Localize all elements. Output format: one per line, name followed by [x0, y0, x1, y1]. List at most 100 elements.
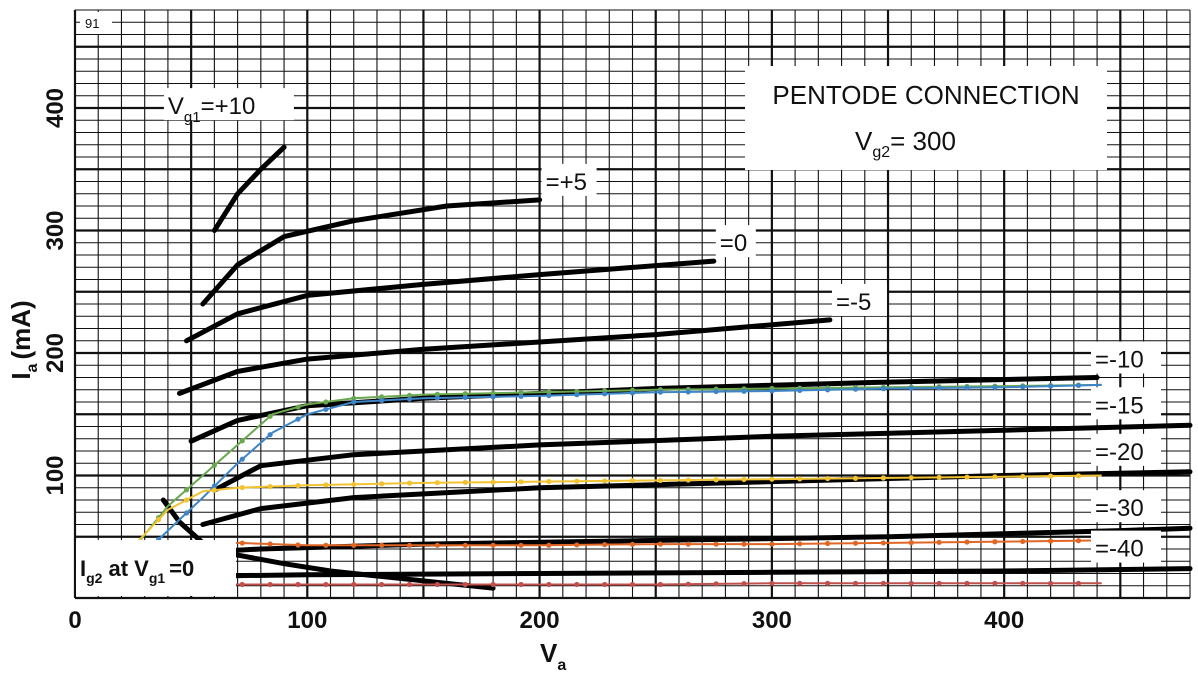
title-box — [745, 66, 1107, 170]
overlay-point — [1020, 538, 1026, 545]
overlay-point — [657, 477, 663, 483]
overlay-point — [629, 478, 636, 484]
overlay-point — [657, 389, 663, 395]
x-tick-label: 300 — [752, 607, 792, 634]
overlay-point — [546, 392, 552, 399]
overlay-point — [490, 390, 496, 396]
overlay-point — [629, 541, 636, 547]
overlay-point — [490, 542, 496, 548]
overlay-point — [797, 580, 803, 586]
overlay-point — [825, 580, 831, 586]
overlay-point — [267, 581, 273, 588]
overlay-point — [741, 476, 747, 483]
overlay-point — [713, 388, 719, 395]
overlay-point — [183, 487, 190, 493]
curve-label-bg — [163, 88, 294, 121]
overlay-point — [239, 456, 245, 462]
overlay-point — [769, 580, 775, 586]
curve-vg1 — [177, 317, 833, 396]
overlay-point — [602, 542, 608, 548]
overlay-point — [379, 581, 385, 588]
overlay-point — [406, 542, 413, 548]
overlay-point — [1048, 580, 1054, 586]
curve-label: =-40 — [1095, 536, 1144, 563]
overlay-point — [434, 391, 440, 397]
overlay-point — [183, 510, 190, 516]
overlay-point — [239, 484, 245, 491]
x-tick-label: 0 — [68, 607, 81, 634]
overlay-point — [462, 581, 468, 588]
curve-label: =0 — [720, 230, 747, 257]
overlay-point — [936, 385, 942, 391]
overlay-point — [434, 480, 440, 486]
overlay-point — [295, 416, 301, 422]
overlay-point — [992, 384, 998, 390]
overlay-point — [295, 483, 301, 489]
overlay-point — [211, 487, 217, 493]
x-tick-label-bg — [743, 604, 800, 632]
overlay-point — [685, 581, 691, 587]
overlay-point — [992, 580, 998, 586]
overlay-point — [379, 542, 385, 548]
overlay-point — [1048, 538, 1054, 544]
overlay-point — [1075, 580, 1082, 586]
overlay-point — [992, 539, 998, 545]
overlay-point — [323, 482, 329, 488]
overlay-point — [351, 399, 357, 405]
overlay-point — [351, 481, 357, 487]
overlay-point — [546, 542, 552, 548]
overlay-point — [936, 580, 942, 586]
curve-label-bg — [1091, 490, 1161, 523]
overlay-point — [462, 391, 468, 397]
overlay-point — [908, 580, 914, 586]
overlay-point — [880, 386, 886, 392]
screen-current-label: Ig2 at Vg1 =0 — [80, 556, 194, 586]
overlay-point — [406, 396, 413, 402]
curve-label-bg — [715, 225, 756, 258]
overlay-point — [183, 497, 190, 503]
overlay-point — [239, 540, 245, 546]
title-line-1: PENTODE CONNECTION — [772, 80, 1079, 110]
overlay-point — [295, 404, 301, 410]
overlay-point — [379, 394, 385, 400]
overlay-point — [490, 394, 496, 400]
labels: 0 100 200 300 400 100 200 300 400 Vg1=+10 =+5 =0 =-5… — [42, 88, 1161, 634]
y-tick-label: 400 — [42, 88, 69, 128]
overlay-point — [434, 542, 440, 548]
overlay-point — [323, 406, 329, 412]
overlay-point — [518, 542, 524, 548]
overlay-point — [574, 392, 580, 398]
overlay-point — [462, 542, 468, 548]
overlay-point — [351, 395, 357, 401]
overlay-point — [825, 387, 831, 393]
overlay-point — [880, 540, 886, 546]
overlay-point — [434, 581, 440, 588]
overlay-point — [267, 413, 273, 419]
overlay-point — [880, 475, 886, 481]
overlay-point — [211, 483, 217, 489]
overlay-point — [825, 475, 831, 482]
overlay-point — [211, 462, 217, 468]
title-line-2: Vg2= 300 — [855, 126, 956, 161]
overlay-point — [908, 540, 914, 546]
overlay-point — [964, 580, 970, 586]
overlay-point — [797, 541, 803, 547]
overlay-point — [713, 477, 719, 483]
overlay-point — [1075, 382, 1082, 389]
overlay-point — [518, 389, 524, 396]
overlay-point — [351, 542, 357, 548]
curve-label-bg — [1091, 341, 1161, 374]
overlay-point — [797, 476, 803, 482]
overlay-point — [629, 390, 636, 396]
curve-label-bg — [1091, 387, 1161, 420]
overlay-point — [741, 580, 747, 587]
overlay-point — [685, 389, 691, 395]
overlay-point — [964, 539, 970, 545]
curve-label: =-5 — [836, 289, 871, 316]
overlay-point — [156, 517, 162, 523]
curve-vg1 — [211, 144, 287, 233]
overlay-point — [1075, 538, 1082, 544]
overlay-point — [267, 541, 273, 547]
overlay-point — [490, 581, 496, 588]
